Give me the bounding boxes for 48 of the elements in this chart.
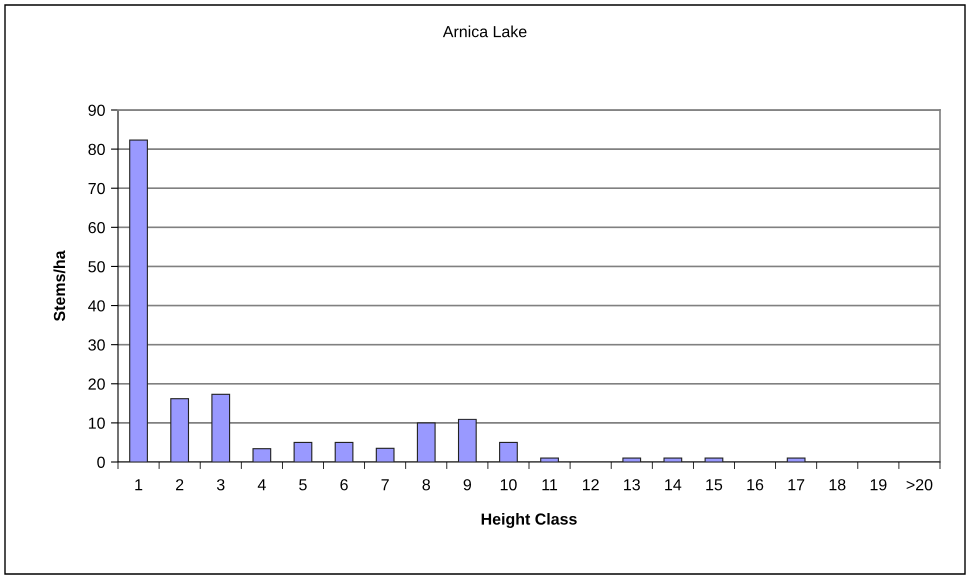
- bar: [294, 442, 312, 462]
- bar: [416, 422, 436, 462]
- y-tick-label: 60: [88, 222, 105, 234]
- x-tick-label: 13: [624, 479, 640, 490]
- bar: [334, 442, 354, 462]
- bar: [211, 394, 230, 462]
- bar: [376, 448, 395, 462]
- x-tick-label: 6: [340, 479, 348, 490]
- x-axis-title: Height Class: [482, 513, 577, 528]
- x-tick-label: 7: [382, 479, 389, 490]
- x-tick-label: 16: [747, 479, 764, 490]
- bar: [129, 140, 148, 462]
- bar: [170, 398, 190, 462]
- x-tick-label: 8: [422, 479, 430, 490]
- y-axis-title: Stems/ha: [53, 250, 66, 322]
- y-tick-label: 30: [88, 339, 105, 351]
- bar: [540, 458, 559, 462]
- x-tick-label: 12: [582, 479, 599, 490]
- chart-title: Arnica Lake: [442, 26, 526, 38]
- x-tick-label: 9: [464, 479, 472, 490]
- x-tick-label: 17: [788, 479, 804, 490]
- bar: [663, 458, 682, 462]
- bar: [622, 458, 642, 462]
- bar: [704, 458, 724, 462]
- bar: [458, 418, 477, 462]
- x-tick-label: 15: [706, 479, 722, 490]
- bar: [786, 458, 806, 462]
- bar: [499, 442, 518, 462]
- y-tick-label: 20: [88, 378, 105, 390]
- x-tick-label: >20: [906, 479, 932, 490]
- y-tick-label: 90: [88, 104, 105, 116]
- x-tick-label: 19: [870, 479, 886, 490]
- x-tick-label: 1: [135, 479, 142, 490]
- x-tick-label: 11: [542, 479, 558, 490]
- y-tick-label: 10: [88, 418, 105, 429]
- bar: [252, 448, 272, 462]
- y-tick-label: 0: [97, 456, 105, 468]
- x-tick-label: 5: [299, 479, 307, 490]
- x-tick-label: 18: [830, 479, 846, 490]
- x-tick-label: 10: [500, 479, 517, 490]
- y-tick-label: 50: [88, 261, 105, 272]
- y-tick-label: 80: [88, 144, 105, 156]
- y-tick-label: 70: [88, 182, 105, 194]
- x-tick-label: 2: [176, 479, 184, 490]
- x-tick-label: 4: [258, 479, 266, 490]
- x-tick-label: 3: [216, 479, 224, 490]
- y-tick-label: 40: [88, 300, 105, 312]
- x-tick-label: 14: [665, 479, 682, 490]
